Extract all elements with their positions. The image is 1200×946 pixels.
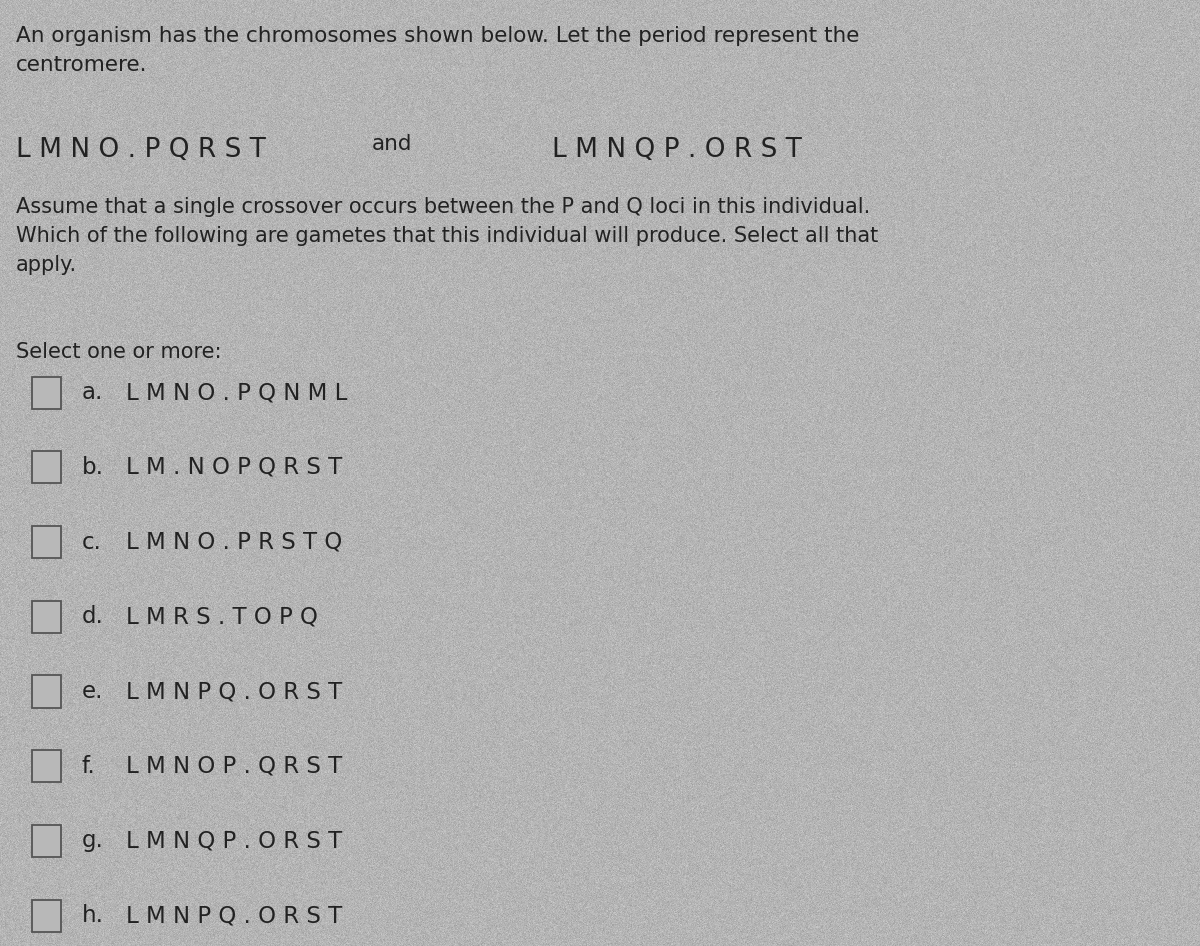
Text: a.: a. bbox=[82, 381, 103, 404]
Text: b.: b. bbox=[82, 456, 103, 479]
Text: An organism has the chromosomes shown below. Let the period represent the
centro: An organism has the chromosomes shown be… bbox=[16, 26, 859, 76]
FancyBboxPatch shape bbox=[32, 451, 61, 483]
FancyBboxPatch shape bbox=[32, 825, 61, 857]
Text: L M N Q P . O R S T: L M N Q P . O R S T bbox=[126, 830, 342, 852]
Text: L M R S . T O P Q: L M R S . T O P Q bbox=[126, 605, 318, 628]
FancyBboxPatch shape bbox=[32, 526, 61, 558]
Text: L M N P Q . O R S T: L M N P Q . O R S T bbox=[126, 904, 342, 927]
FancyBboxPatch shape bbox=[32, 601, 61, 633]
Text: d.: d. bbox=[82, 605, 103, 628]
Text: g.: g. bbox=[82, 830, 103, 852]
FancyBboxPatch shape bbox=[32, 377, 61, 409]
Text: f.: f. bbox=[82, 755, 95, 778]
Text: Select one or more:: Select one or more: bbox=[16, 342, 221, 362]
FancyBboxPatch shape bbox=[32, 750, 61, 782]
FancyBboxPatch shape bbox=[32, 900, 61, 932]
Text: c.: c. bbox=[82, 531, 102, 553]
Text: and: and bbox=[372, 134, 413, 154]
Text: L M N O . P Q N M L: L M N O . P Q N M L bbox=[126, 381, 347, 404]
Text: h.: h. bbox=[82, 904, 103, 927]
Text: Assume that a single crossover occurs between the P and Q loci in this individua: Assume that a single crossover occurs be… bbox=[16, 197, 878, 275]
Text: L M N O . P Q R S T: L M N O . P Q R S T bbox=[16, 137, 265, 163]
Text: e.: e. bbox=[82, 680, 103, 703]
FancyBboxPatch shape bbox=[32, 675, 61, 708]
Text: L M . N O P Q R S T: L M . N O P Q R S T bbox=[126, 456, 342, 479]
Text: L M N P Q . O R S T: L M N P Q . O R S T bbox=[126, 680, 342, 703]
Text: L M N Q P . O R S T: L M N Q P . O R S T bbox=[552, 137, 802, 163]
Text: L M N O . P R S T Q: L M N O . P R S T Q bbox=[126, 531, 342, 553]
Text: L M N O P . Q R S T: L M N O P . Q R S T bbox=[126, 755, 342, 778]
